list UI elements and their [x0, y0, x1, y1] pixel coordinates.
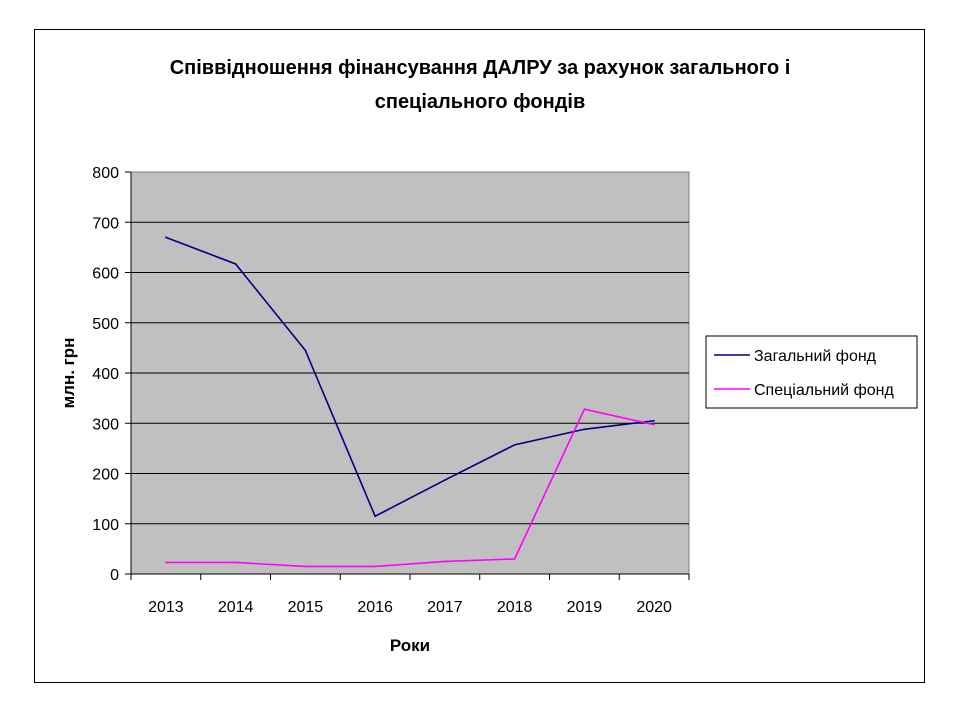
y-tick-label: 100: [92, 517, 119, 534]
data-point: [304, 349, 307, 352]
series-lines: [165, 236, 655, 568]
data-point: [165, 561, 167, 564]
x-tick-label: 2017: [427, 599, 463, 616]
data-point: [513, 444, 516, 446]
data-point: [513, 558, 516, 560]
legend-label-1: Загальний фонд: [754, 348, 877, 365]
data-point: [444, 479, 446, 481]
data-point: [234, 263, 237, 265]
y-tick-label: 800: [92, 165, 119, 182]
x-tick-label: 2013: [148, 599, 184, 616]
y-tick-label: 500: [92, 316, 119, 333]
y-axis-title: млн. грн: [59, 338, 78, 409]
legend-label-2: Спеціальний фонд: [754, 382, 894, 399]
data-point: [374, 515, 376, 518]
x-tick-label: 2019: [567, 599, 603, 616]
data-point: [444, 560, 446, 563]
y-tick-label: 300: [92, 416, 119, 433]
x-tick-label: 2018: [497, 599, 533, 616]
data-point: [653, 419, 655, 422]
data-point: [374, 565, 376, 568]
x-axis-title: Роки: [390, 636, 430, 655]
y-tick-label: 400: [92, 366, 119, 383]
legend: Загальний фонд Спеціальний фонд: [705, 335, 918, 409]
x-tick-label: 2015: [288, 599, 324, 616]
data-point: [583, 428, 586, 431]
chart-title-line-1: Співвідношення фінансування ДАЛРУ за рах…: [170, 57, 791, 79]
gridlines: [131, 221, 689, 525]
series-line-1: [165, 236, 655, 518]
data-point: [165, 236, 167, 239]
y-tick-label: 0: [110, 567, 119, 584]
y-tick-label: 700: [92, 215, 119, 232]
series-line-2: [165, 408, 655, 568]
chart-title-line-2: спеціального фондів: [375, 91, 586, 113]
x-axis-ticks: 2013 2014 2015 2016 2017 2018 2019 2020: [130, 573, 690, 616]
x-tick-label: 2020: [636, 599, 672, 616]
data-point: [583, 408, 586, 410]
x-tick-label: 2014: [218, 599, 254, 616]
data-point: [234, 561, 237, 564]
legend-box: [705, 335, 918, 409]
x-tick-label: 2016: [357, 599, 393, 616]
data-point: [304, 565, 307, 568]
y-tick-label: 600: [92, 266, 119, 283]
y-axis-ticks: 0 100 200 300 400 500 600 700 800: [92, 165, 132, 584]
data-point: [653, 423, 655, 426]
y-tick-label: 200: [92, 467, 119, 484]
